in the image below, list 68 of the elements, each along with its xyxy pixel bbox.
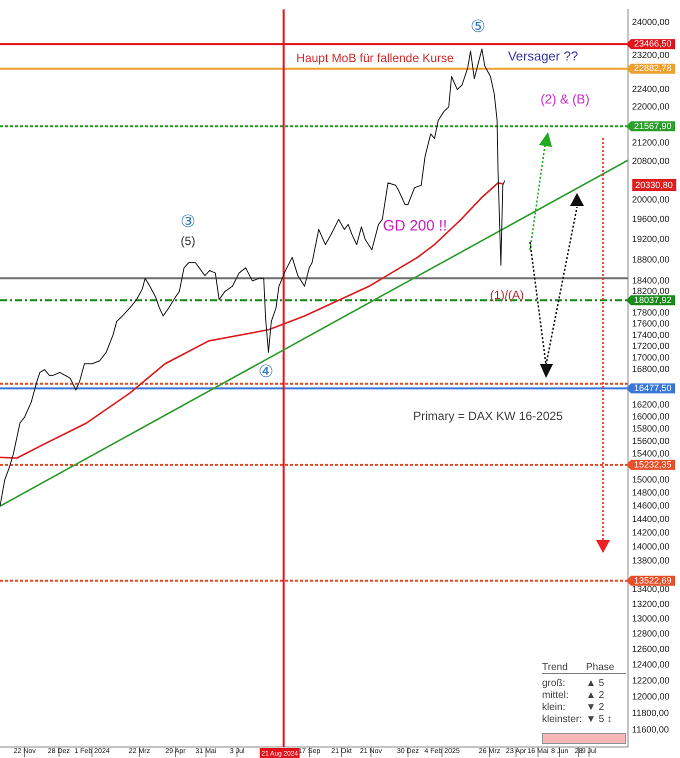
annotation: mittel: xyxy=(542,690,570,701)
annotation: ④ xyxy=(258,362,274,382)
y-tick-label: 12600,00 xyxy=(632,644,670,654)
y-tick-label: 11600,00 xyxy=(632,724,669,735)
y-tick-label: 20000,00 xyxy=(632,194,670,204)
ref-line-label: 22882,78 xyxy=(634,63,672,74)
y-tick-label: 12200,00 xyxy=(632,675,670,686)
annotation: klein: xyxy=(542,702,566,713)
y-tick-label: 20800,00 xyxy=(632,156,670,166)
y-tick-label: 21200,00 xyxy=(632,138,670,148)
ref-line-label: 16477,50 xyxy=(634,382,672,393)
y-tick-label: 15000,00 xyxy=(632,474,670,484)
y-tick-label: 17800,00 xyxy=(632,308,670,318)
y-tick-label: 13000,00 xyxy=(632,614,670,624)
ref-line-label: 21567,90 xyxy=(634,120,672,131)
y-tick-label: 16200,00 xyxy=(632,399,670,410)
y-tick-label: 19600,00 xyxy=(632,214,670,224)
y-tick-label: 16800,00 xyxy=(632,364,670,374)
y-tick-label: 15800,00 xyxy=(632,424,670,434)
y-tick-label: 22000,00 xyxy=(632,101,670,112)
annotation: Versager ?? xyxy=(508,48,578,64)
y-tick-label: 14800,00 xyxy=(632,487,670,498)
y-tick-label: 19200,00 xyxy=(632,234,670,244)
annotation: ▲ 2 xyxy=(586,690,606,701)
ref-line-label: 15232,35 xyxy=(634,459,672,470)
y-tick-label: 22400,00 xyxy=(632,84,670,94)
ref-line-label: 23466,50 xyxy=(634,38,672,49)
y-tick-label: 16000,00 xyxy=(632,411,670,422)
y-tick-label: 14000,00 xyxy=(632,541,670,552)
y-tick-label: 12000,00 xyxy=(632,692,670,702)
y-tick-label: 14200,00 xyxy=(632,528,670,538)
y-tick-label: 13400,00 xyxy=(632,584,670,594)
y-tick-label: 13800,00 xyxy=(632,555,670,566)
text: 20330,80 xyxy=(632,179,676,191)
annotation: ③ xyxy=(180,212,196,232)
y-tick-label: 24000,00 xyxy=(632,16,670,27)
annotation: ⑤ xyxy=(470,17,486,37)
annotation: Primary = DAX KW 16-2025 xyxy=(413,409,563,423)
annotation: Haupt MoB für fallende Kurse xyxy=(296,51,454,65)
annotation: ▼ 5 ↕ xyxy=(586,714,614,725)
y-tick-label: 12800,00 xyxy=(632,628,670,639)
y-tick-label: 18800,00 xyxy=(632,254,670,264)
annotation: (5) xyxy=(180,234,196,248)
y-tick-label: 11800,00 xyxy=(632,708,669,718)
annotation: ▲ 5 xyxy=(586,678,606,689)
annotation: Trend xyxy=(542,662,586,674)
y-tick-label: 17600,00 xyxy=(632,318,670,329)
y-tick-label: 15400,00 xyxy=(632,448,670,459)
y-tick-label: 17200,00 xyxy=(632,341,670,352)
annotation: kleinster: xyxy=(542,714,584,725)
y-tick-label: 18200,00 xyxy=(632,286,670,296)
y-tick-label: 23200,00 xyxy=(632,50,670,60)
annotation: (1)/(A) xyxy=(490,288,524,302)
y-tick-label: 12400,00 xyxy=(632,660,670,670)
ref-line-label: 13522,69 xyxy=(634,575,672,586)
annotation: (2) & (B) xyxy=(540,92,590,106)
annotation: GD 200 !! xyxy=(382,218,448,234)
y-tick-label: 13200,00 xyxy=(632,598,670,609)
y-tick-label: 14400,00 xyxy=(632,514,670,524)
y-tick-label: 14600,00 xyxy=(632,500,670,511)
annotation: groß: xyxy=(542,678,566,689)
y-tick-label: 18400,00 xyxy=(632,275,670,286)
annotation: ▼ 2 xyxy=(586,702,606,713)
y-tick-label: 17000,00 xyxy=(632,352,670,362)
y-tick-label: 15600,00 xyxy=(632,436,670,446)
annotation: Phase xyxy=(586,662,626,674)
y-tick-label: 17400,00 xyxy=(632,330,670,340)
ref-line-label: 18037,92 xyxy=(634,294,672,305)
